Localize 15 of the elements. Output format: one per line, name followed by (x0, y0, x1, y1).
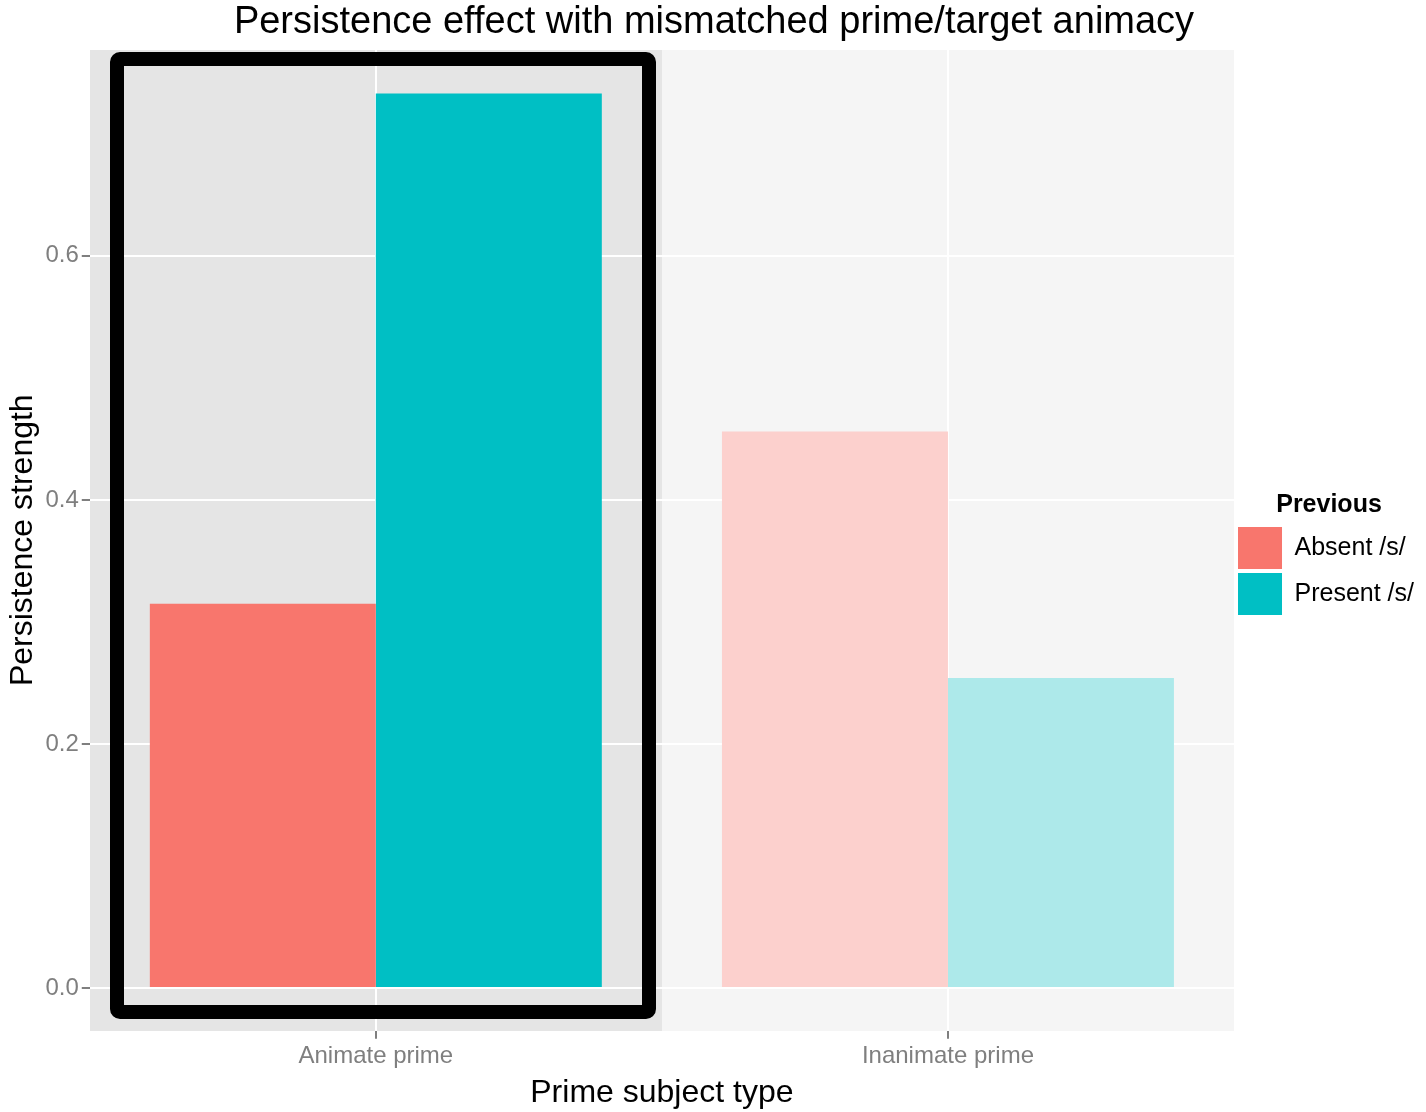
bar (721, 431, 948, 988)
chart-title: Persistence effect with mismatched prime/target animacy (233, 0, 1195, 42)
x-tick-label: Animate prime (298, 1040, 454, 1068)
legend-label: Absent /s/ (1294, 531, 1406, 560)
y-tick-label: 0.6 (45, 240, 79, 268)
x-tick-label: Inanimate prime (861, 1040, 1034, 1068)
y-axis-title: Persistence strength (3, 394, 40, 687)
x-axis-title: Prime subject type (530, 1072, 794, 1109)
legend-label: Present /s/ (1294, 577, 1415, 606)
y-tick-label: 0.4 (45, 484, 79, 512)
legend-title: Previous (1276, 489, 1382, 518)
bar (149, 603, 376, 988)
y-tick-label: 0.2 (45, 728, 79, 756)
bar (947, 678, 1174, 988)
y-tick-label: 0.0 (45, 972, 79, 1000)
